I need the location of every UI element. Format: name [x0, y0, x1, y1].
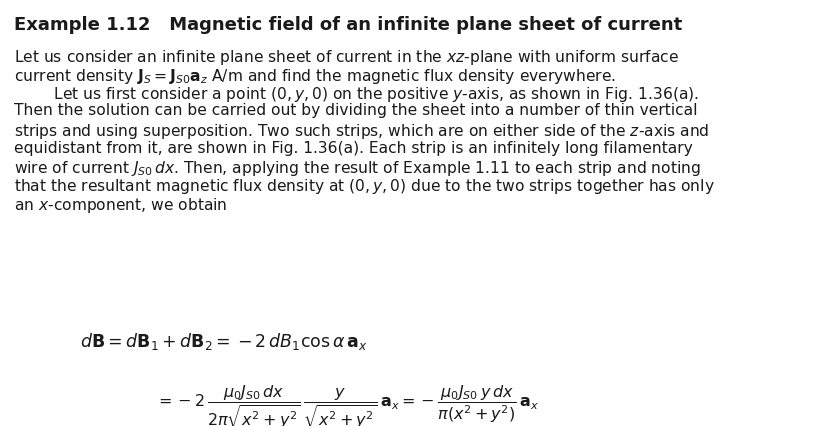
- Text: current density $\mathbf{J}_S = \mathbf{J}_{S0}\mathbf{a}_z$ A/m and find the ma: current density $\mathbf{J}_S = \mathbf{…: [14, 66, 616, 86]
- Text: Let us consider an infinite plane sheet of current in the $xz$-plane with unifor: Let us consider an infinite plane sheet …: [14, 48, 679, 67]
- Text: an $x$-component, we obtain: an $x$-component, we obtain: [14, 196, 228, 215]
- Text: $d\mathbf{B} = d\mathbf{B}_1 + d\mathbf{B}_2 = -2\, dB_1 \cos\alpha\, \mathbf{a}: $d\mathbf{B} = d\mathbf{B}_1 + d\mathbf{…: [80, 331, 368, 352]
- Text: wire of current $J_{S0}\, dx$. Then, applying the result of Example 1.11 to each: wire of current $J_{S0}\, dx$. Then, app…: [14, 159, 701, 178]
- Text: that the resultant magnetic flux density at $(0, y, 0)$ due to the two strips to: that the resultant magnetic flux density…: [14, 178, 715, 196]
- Text: strips and using superposition. Two such strips, which are on either side of the: strips and using superposition. Two such…: [14, 122, 710, 141]
- Text: Example 1.12   Magnetic field of an infinite plane sheet of current: Example 1.12 Magnetic field of an infini…: [14, 16, 682, 34]
- Text: Then the solution can be carried out by dividing the sheet into a number of thin: Then the solution can be carried out by …: [14, 104, 697, 118]
- Text: Let us first consider a point $(0, y, 0)$ on the positive $y$-axis, as shown in : Let us first consider a point $(0, y, 0)…: [14, 85, 699, 104]
- Text: $= -2\,\dfrac{\mu_0 J_{S0}\, dx}{2\pi\sqrt{x^2+y^2}}\,\dfrac{y}{\sqrt{x^2+y^2}}\: $= -2\,\dfrac{\mu_0 J_{S0}\, dx}{2\pi\sq…: [155, 384, 539, 426]
- Text: equidistant from it, are shown in Fig. 1.36(a). Each strip is an infinitely long: equidistant from it, are shown in Fig. 1…: [14, 141, 693, 155]
